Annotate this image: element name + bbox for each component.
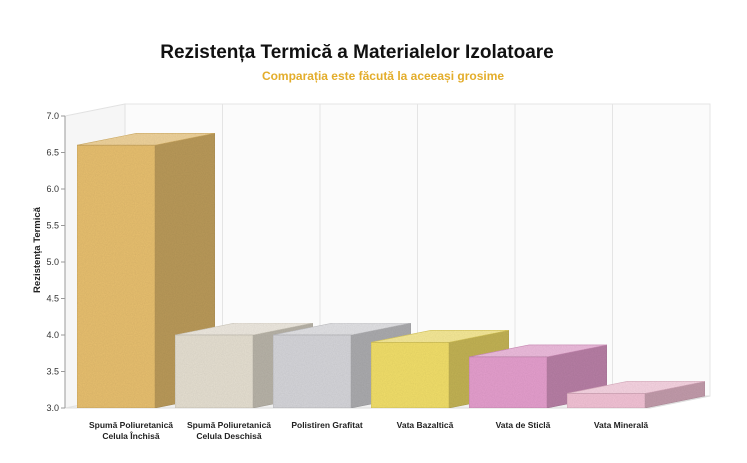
category-label: Celula Deschisă [196, 431, 261, 441]
category-label: Vata Minerală [594, 420, 649, 430]
bar-front-face [174, 334, 254, 409]
y-tick-label: 7.0 [46, 111, 59, 121]
bar-series [76, 132, 706, 409]
chart-title: Rezistența Termică a Materialelor Izolat… [160, 42, 554, 63]
y-tick-label: 3.0 [46, 403, 59, 413]
bar-6 [566, 381, 706, 409]
y-axis [61, 115, 66, 409]
bar-front-face [272, 334, 352, 409]
y-tick-label: 5.5 [46, 221, 59, 231]
y-tick-label: 6.0 [46, 184, 59, 194]
y-tick-label: 4.0 [46, 330, 59, 340]
bar-5 [468, 344, 608, 409]
chart-subtitle: Comparația este făcută la aceeași grosim… [262, 69, 504, 83]
category-label: Spumă Poliuretanică [187, 420, 271, 430]
category-label: Spumă Poliuretanică [89, 420, 173, 430]
bar-front-face [76, 144, 156, 409]
category-label: Celula Închisă [102, 430, 159, 441]
bar-front-face [468, 356, 548, 409]
y-tick-label: 4.5 [46, 294, 59, 304]
bar-front-face [566, 393, 646, 409]
y-tick-label: 6.5 [46, 148, 59, 158]
bar-front-face [370, 341, 450, 409]
y-tick-label: 5.0 [46, 257, 59, 267]
y-axis-label: Rezistența Termică [32, 206, 43, 293]
category-label: Vata Bazaltică [397, 420, 454, 430]
y-tick-labels: 3.0 3.5 4.0 4.5 5.0 5.5 6.0 6.5 7.0 [46, 111, 59, 413]
y-tick-label: 3.5 [46, 367, 59, 377]
category-label: Polistiren Grafitat [291, 420, 362, 430]
category-label: Vata de Sticlă [496, 420, 551, 430]
